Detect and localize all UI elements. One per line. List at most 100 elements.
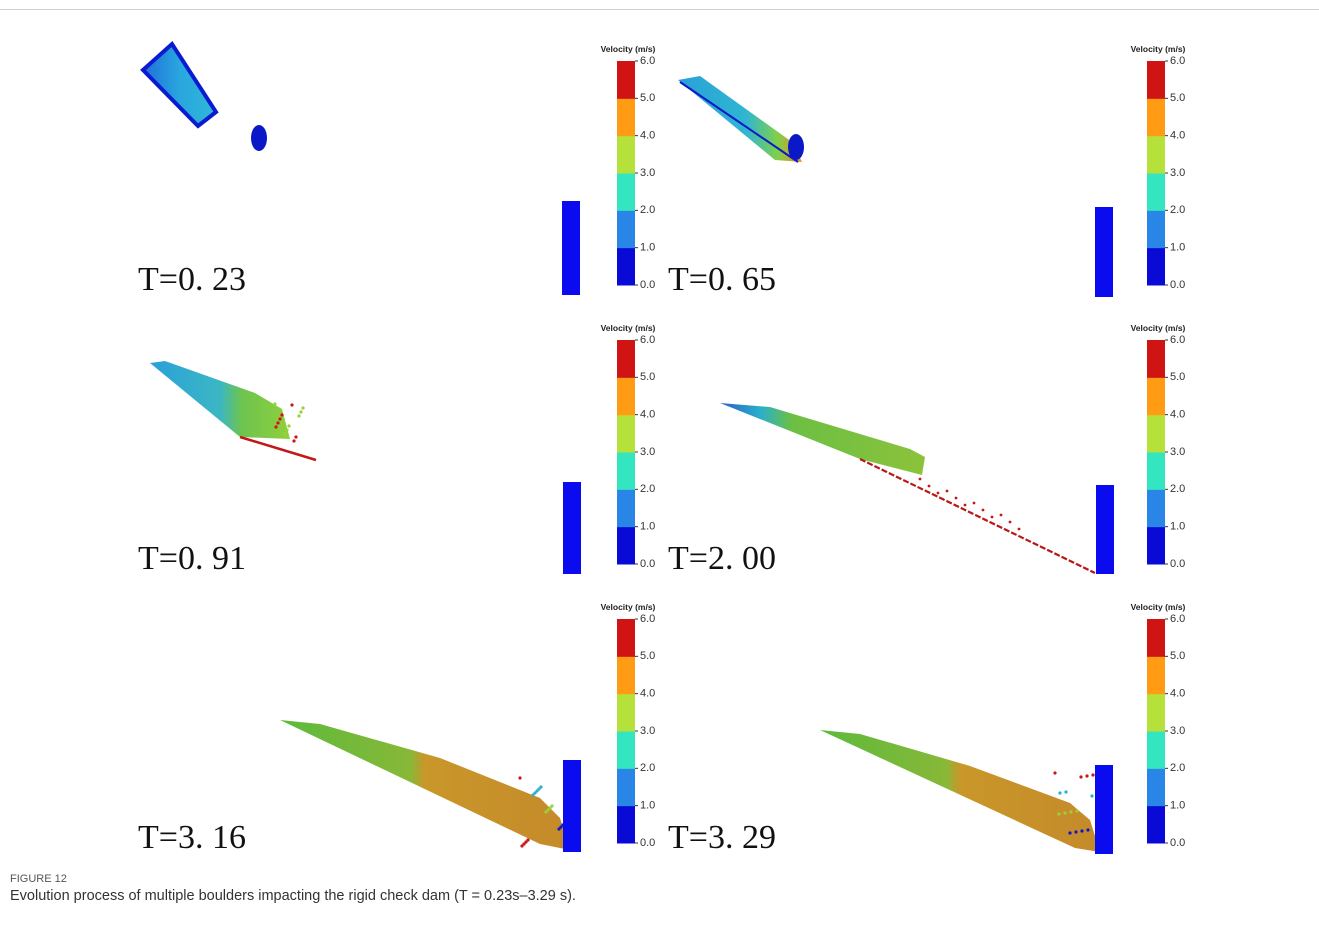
particle bbox=[937, 492, 940, 495]
colorbar-tick-label: 4.0 bbox=[640, 409, 655, 421]
colorbar-tick-label: 1.0 bbox=[1170, 521, 1185, 533]
particle bbox=[285, 428, 288, 431]
debris bbox=[820, 730, 1100, 852]
colorbar-segment bbox=[1147, 768, 1165, 806]
colorbar-tick-label: 3.0 bbox=[640, 167, 655, 179]
colorbar-segment bbox=[1147, 248, 1165, 286]
particle bbox=[276, 421, 279, 424]
figure-image: T=0. 23 Velocity (m/s) 0.0 1.0 2.0 3.0 4.0 5.0 6… bbox=[0, 0, 1319, 870]
particle bbox=[273, 402, 276, 405]
slab bbox=[150, 361, 290, 439]
colorbar-tick-label: 6.0 bbox=[1170, 613, 1185, 625]
colorbar-tick-label: 3.0 bbox=[1170, 446, 1185, 458]
colorbar-segment bbox=[1147, 489, 1165, 527]
colorbar-title: Velocity (m/s) bbox=[601, 323, 656, 333]
colorbar-segment bbox=[617, 527, 635, 565]
colorbar-segment bbox=[1147, 452, 1165, 490]
particle bbox=[518, 776, 521, 779]
colorbar-segment bbox=[1147, 731, 1165, 769]
colorbar-segment bbox=[617, 61, 635, 99]
colorbar-tick-label: 6.0 bbox=[1170, 334, 1185, 346]
particle bbox=[292, 439, 295, 442]
colorbar-tick-label: 0.0 bbox=[640, 837, 655, 849]
panel: T=3. 16 Velocity (m/s) 0.0 1.0 2.0 3.0 4.0 5.0 6… bbox=[138, 602, 656, 856]
colorbar-tick-label: 6.0 bbox=[640, 334, 655, 346]
runout bbox=[240, 437, 316, 460]
time-label: T=3. 16 bbox=[138, 819, 246, 856]
colorbar-tick-label: 0.0 bbox=[640, 279, 655, 291]
particle bbox=[955, 497, 958, 500]
particle bbox=[1058, 791, 1061, 794]
colorbar-tick-label: 4.0 bbox=[1170, 409, 1185, 421]
colorbar-segment bbox=[1147, 173, 1165, 211]
slab bbox=[678, 76, 802, 162]
particle bbox=[278, 417, 281, 420]
particle bbox=[526, 838, 529, 841]
particle bbox=[280, 413, 283, 416]
particle bbox=[1080, 829, 1083, 832]
colorbar-tick-label: 3.0 bbox=[1170, 167, 1185, 179]
colorbar-tick-label: 2.0 bbox=[1170, 762, 1185, 774]
time-label: T=0. 23 bbox=[138, 261, 246, 298]
colorbar-tick-label: 1.0 bbox=[640, 242, 655, 254]
colorbar-tick-label: 2.0 bbox=[640, 762, 655, 774]
slab bbox=[143, 44, 216, 126]
colorbar-segment bbox=[1147, 694, 1165, 732]
colorbar-tick-label: 2.0 bbox=[640, 483, 655, 495]
colorbar-title: Velocity (m/s) bbox=[601, 602, 656, 612]
particle bbox=[928, 485, 931, 488]
colorbar-tick-label: 5.0 bbox=[1170, 371, 1185, 383]
colorbar-segment bbox=[617, 136, 635, 174]
boulder bbox=[251, 125, 267, 151]
colorbar-segment bbox=[617, 694, 635, 732]
time-label: T=0. 65 bbox=[668, 261, 776, 298]
colorbar-tick-label: 0.0 bbox=[640, 558, 655, 570]
colorbar-tick-label: 3.0 bbox=[640, 446, 655, 458]
colorbar-segment bbox=[1147, 136, 1165, 174]
figure-page: T=0. 23 Velocity (m/s) 0.0 1.0 2.0 3.0 4.0 5.0 6… bbox=[0, 0, 1319, 947]
particle bbox=[946, 490, 949, 493]
colorbar-tick-label: 3.0 bbox=[1170, 725, 1185, 737]
colorbar-tick-label: 5.0 bbox=[1170, 92, 1185, 104]
colorbar-tick-label: 2.0 bbox=[1170, 204, 1185, 216]
panel: T=2. 00Velocity (m/s)0.01.02.03.04.05.06… bbox=[668, 323, 1186, 577]
particle bbox=[1086, 828, 1089, 831]
colorbar-tick-label: 2.0 bbox=[640, 204, 655, 216]
particle bbox=[1057, 812, 1060, 815]
particle bbox=[1074, 830, 1077, 833]
colorbar-tick-label: 6.0 bbox=[640, 613, 655, 625]
colorbar-segment bbox=[1147, 210, 1165, 248]
colorbar-segment bbox=[1147, 61, 1165, 99]
runout bbox=[680, 82, 798, 162]
colorbar-segment bbox=[617, 248, 635, 286]
particle bbox=[1075, 809, 1078, 812]
particle bbox=[1085, 774, 1088, 777]
colorbar-tick-label: 4.0 bbox=[640, 688, 655, 700]
colorbar-tick-label: 3.0 bbox=[640, 725, 655, 737]
colorbar-segment bbox=[1147, 415, 1165, 453]
colorbar-segment bbox=[617, 340, 635, 378]
colorbar-segment bbox=[617, 98, 635, 136]
colorbar-segment bbox=[1147, 806, 1165, 844]
colorbar-segment bbox=[1147, 619, 1165, 657]
particle bbox=[299, 410, 302, 413]
particle bbox=[1091, 773, 1094, 776]
particle bbox=[1079, 775, 1082, 778]
particle bbox=[1053, 771, 1056, 774]
particle bbox=[1069, 810, 1072, 813]
colorbar-segment bbox=[617, 377, 635, 415]
check-dam bbox=[563, 482, 581, 574]
colorbar-tick-label: 5.0 bbox=[640, 650, 655, 662]
particle bbox=[283, 432, 286, 435]
check-dam bbox=[563, 760, 581, 852]
colorbar-tick-label: 5.0 bbox=[640, 371, 655, 383]
colorbar-tick-label: 2.0 bbox=[1170, 483, 1185, 495]
colorbar-tick-label: 1.0 bbox=[640, 800, 655, 812]
colorbar-segment bbox=[617, 173, 635, 211]
colorbar-segment bbox=[1147, 340, 1165, 378]
colorbar-tick-label: 6.0 bbox=[1170, 55, 1185, 67]
colorbar-title: Velocity (m/s) bbox=[1131, 44, 1186, 54]
